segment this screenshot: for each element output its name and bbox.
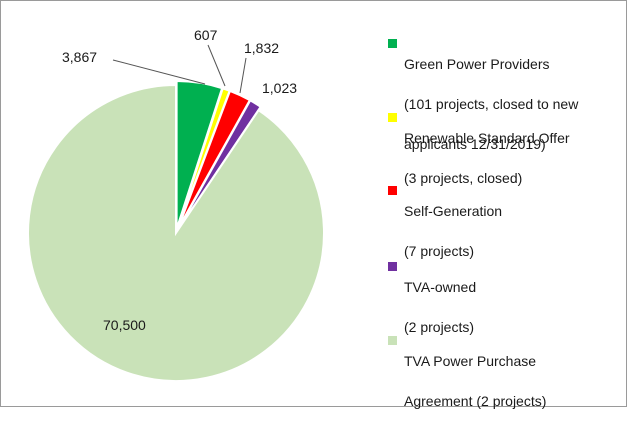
data-label: 70,500	[103, 317, 146, 333]
data-label: 1,023	[262, 80, 297, 96]
leader-line	[112, 59, 206, 85]
legend-label: (7 projects)	[404, 243, 475, 259]
legend-label: TVA-owned	[404, 279, 477, 295]
data-label: 3,867	[62, 49, 97, 65]
legend-label: Green Power Providers	[404, 56, 550, 72]
legend-label: (2 projects)	[404, 319, 475, 335]
legend-item-renewable-standard-offer: Renewable Standard Offer (3 projects, cl…	[388, 108, 618, 208]
legend-label: (3 projects, closed)	[404, 170, 523, 186]
legend-swatch	[388, 39, 397, 48]
legend-label: Self-Generation	[404, 203, 503, 219]
legend-item-tva-owned: TVA-owned (2 projects)	[388, 257, 618, 357]
pie-slice-tva-owned	[177, 98, 263, 231]
data-label: 607	[194, 27, 218, 43]
legend-label: applicants 12/31/2019)	[404, 136, 546, 152]
legend-swatch	[388, 186, 397, 195]
pie-chart: 3,867 607 1,832 1,023 70,500	[27, 27, 325, 382]
legend-label: TVA Power Purchase	[404, 353, 537, 369]
legend-swatch	[388, 113, 397, 122]
leader-line	[207, 44, 226, 87]
pie-slice-tva-power-purchase-agreement	[27, 83, 325, 382]
legend-swatch	[388, 262, 397, 271]
legend-item-tva-power-purchase-agreement: TVA Power Purchase Agreement (2 projects…	[388, 331, 618, 431]
legend-label: Renewable Standard Offer	[404, 130, 570, 146]
legend-label: (101 projects, closed to new	[404, 96, 579, 112]
legend-item-green-power-providers: Green Power Providers (101 projects, clo…	[388, 34, 618, 174]
data-label: 1,832	[244, 40, 279, 56]
leader-line	[239, 57, 247, 94]
legend-swatch	[388, 336, 397, 345]
legend-label: Agreement (2 projects)	[404, 393, 547, 409]
legend-item-self-generation: Self-Generation (7 projects)	[388, 181, 618, 281]
